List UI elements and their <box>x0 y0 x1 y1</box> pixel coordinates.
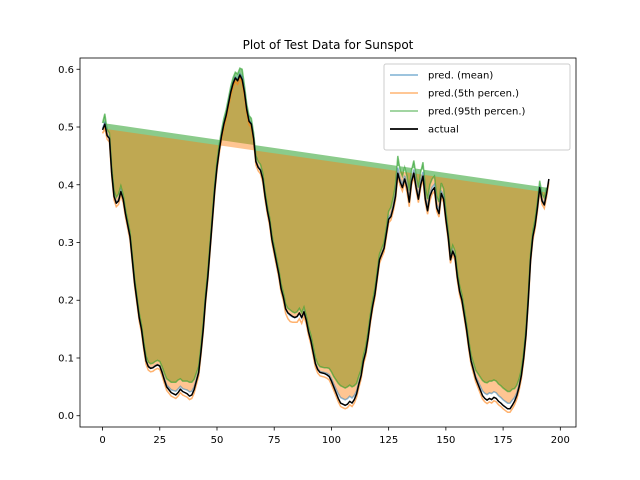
y-tick-label: 0.4 <box>58 180 74 191</box>
legend-label: actual <box>428 125 459 136</box>
x-tick-label: 175 <box>494 435 513 446</box>
x-tick-label: 25 <box>153 435 166 446</box>
x-axis: 0 25 50 75 100 125 150 175 200 <box>99 427 570 446</box>
percentile-5-band <box>102 73 547 404</box>
x-tick-label: 125 <box>379 435 398 446</box>
legend-label: pred. (mean) <box>428 71 493 82</box>
y-tick-label: 0.0 <box>58 411 74 422</box>
percentile-5-line <box>101 76 550 414</box>
y-tick-label: 0.6 <box>58 65 74 76</box>
legend-label: pred.(5th percen.) <box>428 89 519 100</box>
plot-area <box>101 67 550 414</box>
actual-line <box>101 74 550 410</box>
legend-label: pred.(95th percen.) <box>428 107 526 118</box>
legend: pred. (mean) pred.(5th percen.) pred.(95th… <box>383 63 571 151</box>
x-tick-label: 50 <box>211 435 224 446</box>
legend-box <box>383 63 571 151</box>
y-tick-label: 0.1 <box>58 353 74 364</box>
series-percentile-95 <box>101 67 548 393</box>
x-tick-label: 100 <box>322 435 341 446</box>
percentile-95-line <box>101 67 548 393</box>
chart-title: Plot of Test Data for Sunspot <box>243 38 414 52</box>
percentile-95-fill <box>102 68 547 392</box>
y-tick-label: 0.5 <box>58 123 74 134</box>
y-axis: 0.0 0.1 0.2 0.3 0.4 0.5 0.6 <box>58 65 80 422</box>
x-tick-label: 150 <box>436 435 455 446</box>
series-actual <box>101 74 550 410</box>
x-tick-label: 0 <box>99 435 105 446</box>
x-tick-label: 200 <box>551 435 570 446</box>
percentile-5-fill <box>102 73 547 404</box>
series-percentile-5 <box>101 76 550 414</box>
percentile-95-band <box>102 68 547 392</box>
axes-frame <box>79 57 577 428</box>
x-tick-label: 75 <box>268 435 281 446</box>
y-tick-label: 0.3 <box>58 238 74 249</box>
y-tick-label: 0.2 <box>58 296 74 307</box>
